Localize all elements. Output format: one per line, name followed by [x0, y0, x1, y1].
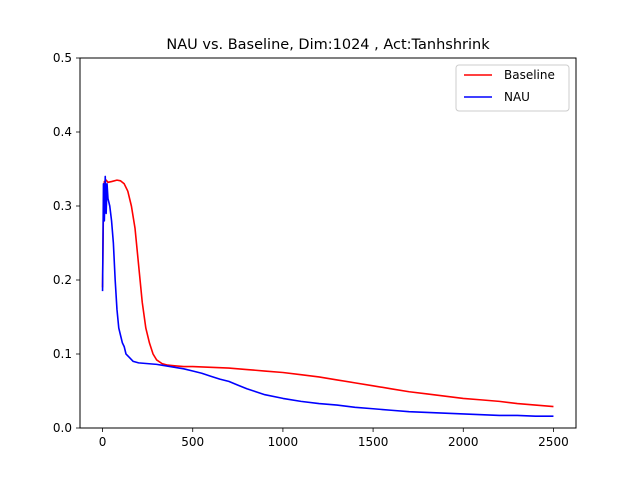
series-line-nau [101, 175, 554, 417]
legend: Baseline NAU [455, 64, 570, 112]
legend-label-baseline: Baseline [504, 68, 555, 82]
y-tick-label: 0.0 [53, 421, 72, 435]
chart-title: NAU vs. Baseline, Dim:1024 , Act:Tanhshr… [166, 37, 490, 53]
y-tick-label: 0.2 [53, 273, 72, 287]
y-tick-label: 0.5 [53, 51, 72, 65]
x-tick-label: 1500 [358, 435, 389, 449]
y-tick-label: 0.4 [53, 125, 72, 139]
x-tick-label: 1000 [268, 435, 299, 449]
x-tick-label: 500 [181, 435, 204, 449]
y-axis: 0.0 0.1 0.2 0.3 0.4 0.5 [53, 51, 80, 435]
y-tick-label: 0.1 [53, 347, 72, 361]
y-tick-label: 0.3 [53, 199, 72, 213]
x-tick-label: 2000 [448, 435, 479, 449]
axes-frame [79, 57, 577, 429]
legend-label-nau: NAU [504, 90, 530, 104]
x-tick-label: 2500 [538, 435, 569, 449]
x-tick-label: 0 [99, 435, 107, 449]
x-axis: 0 500 1000 1500 2000 2500 [99, 428, 569, 449]
legend-box [455, 64, 570, 112]
series-line-baseline [101, 179, 554, 408]
plot-lines [101, 175, 554, 417]
